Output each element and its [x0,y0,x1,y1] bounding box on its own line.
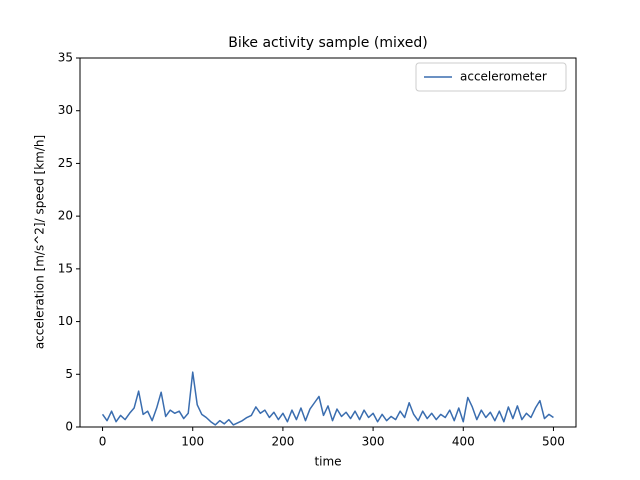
legend-box [415,62,567,92]
x-tick-label: 500 [542,435,565,449]
y-tick-label: 10 [58,314,73,328]
x-tick-label: 0 [99,435,107,449]
y-tick-label: 35 [58,51,73,65]
x-axis-label: time [314,455,341,469]
x-tick-label: 400 [452,435,475,449]
data-line [101,371,554,426]
plot-frame [79,57,577,428]
x-tick-label: 100 [181,435,204,449]
legend-label: accelerometer [460,70,547,84]
y-tick-label: 15 [58,261,73,275]
y-tick-label: 25 [58,156,73,170]
x-tick-label: 200 [271,435,294,449]
y-tick-label: 30 [58,103,73,117]
y-tick-label: 0 [65,420,73,434]
y-axis-label: acceleration [m/s^2]/ speed [km/h] [33,135,47,349]
y-tick-label: 5 [65,367,73,381]
y-tick-label: 20 [58,209,73,223]
chart-title: Bike activity sample (mixed) [228,35,427,51]
x-tick-label: 300 [362,435,385,449]
